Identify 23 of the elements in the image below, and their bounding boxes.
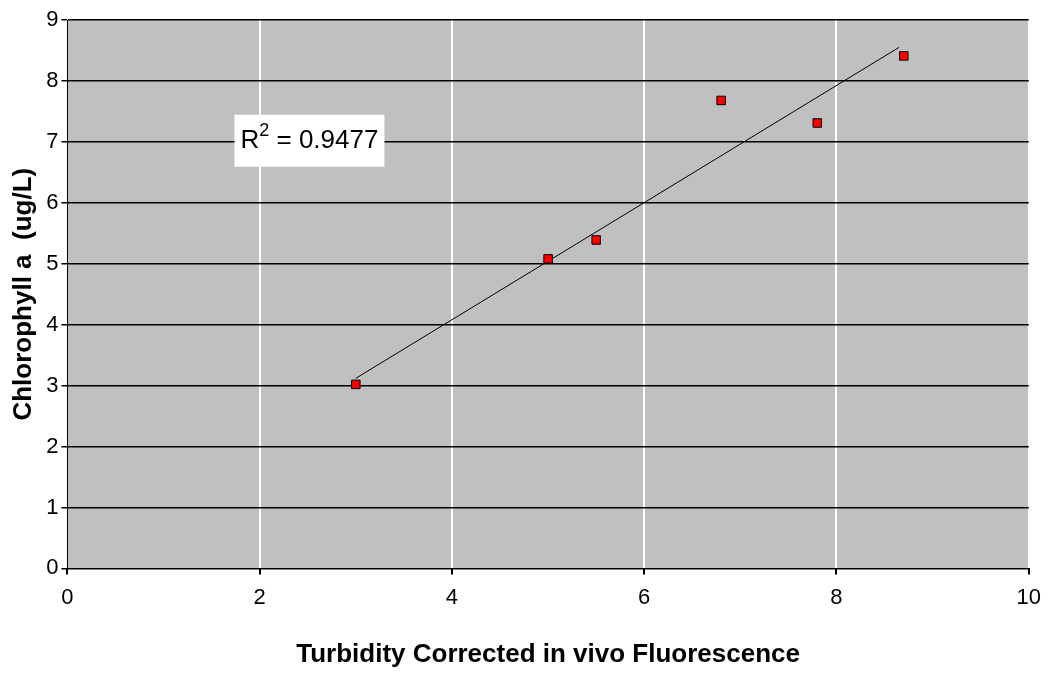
y-tick-label: 9 (46, 6, 59, 32)
y-tick-label: 3 (46, 371, 59, 397)
x-axis-title: Turbidity Corrected in vivo Fluorescence (296, 637, 800, 668)
y-axis-title: Chlorophyll a (ug/L) (6, 167, 37, 421)
x-tick-label: 10 (1016, 583, 1042, 609)
point (899, 51, 909, 61)
x-tick-label: 4 (445, 583, 459, 609)
y-tick-label: 0 (46, 554, 59, 580)
y-tick-label: 1 (46, 493, 59, 519)
x-tick-label: 2 (253, 583, 266, 609)
y-tick-label: 6 (46, 188, 59, 214)
y-tick-label: 2 (46, 432, 59, 458)
point (716, 95, 726, 106)
y-tick-label: 8 (46, 67, 59, 92)
y-tick-label: 4 (46, 310, 59, 336)
y-tick-label: 7 (46, 127, 59, 153)
point (591, 235, 601, 245)
point (812, 118, 823, 128)
point (351, 379, 361, 390)
point (543, 254, 553, 264)
y-tick-label: 5 (46, 249, 59, 275)
x-tick-label: 6 (638, 583, 651, 609)
x-tick-label: 8 (830, 583, 843, 609)
